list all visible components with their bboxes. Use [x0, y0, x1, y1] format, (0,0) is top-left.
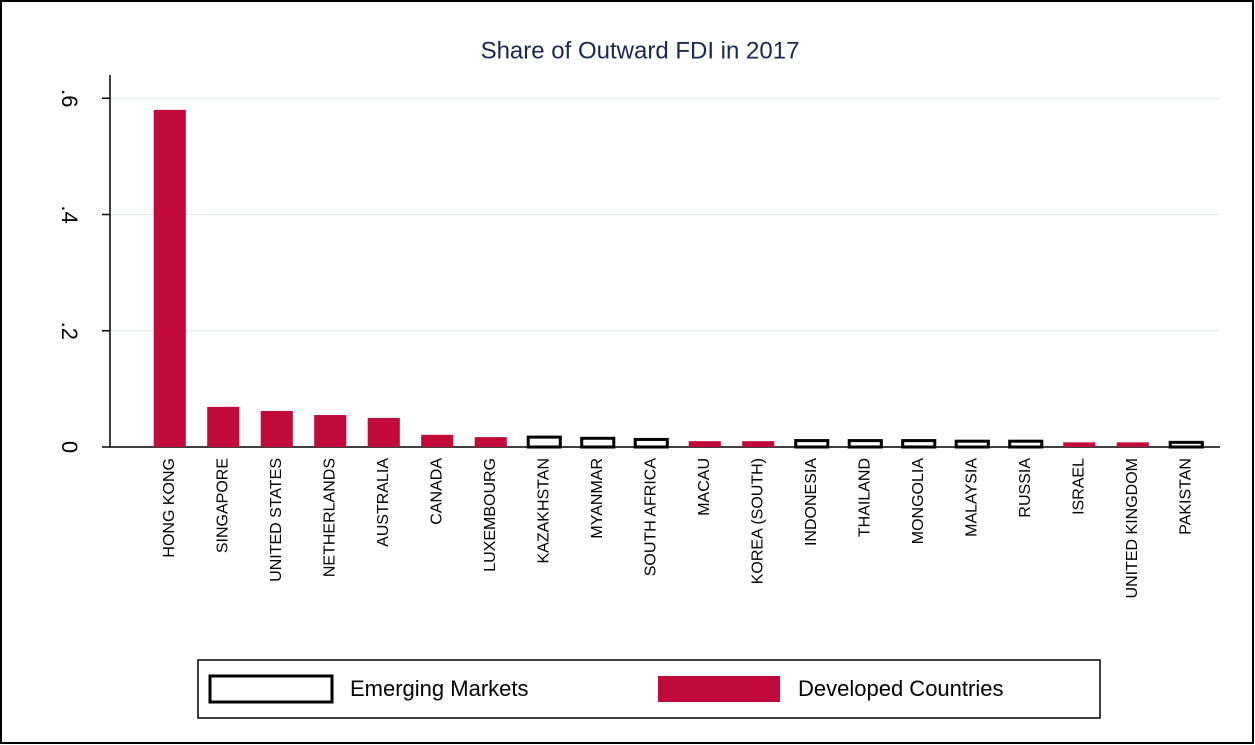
bar [314, 415, 347, 447]
x-tick-label: LUXEMBOURG [482, 458, 499, 572]
x-tick-label: MONGOLIA [910, 458, 927, 545]
bar [688, 441, 721, 447]
x-tick-label: SINGAPORE [214, 458, 231, 553]
bar [207, 406, 240, 447]
legend-swatch [208, 674, 334, 704]
bar [474, 437, 507, 447]
x-tick-label: KOREA (SOUTH) [749, 458, 766, 584]
bar [633, 437, 669, 449]
bar [1168, 440, 1204, 449]
x-tick-label: INDONESIA [803, 458, 820, 546]
bar [580, 436, 616, 449]
bar [526, 435, 562, 449]
x-tick-label: KAZAKHSTAN [535, 458, 552, 564]
legend-swatch [658, 676, 780, 702]
y-tick-label: .2 [57, 322, 82, 340]
x-tick-label: UNITED STATES [268, 458, 285, 582]
y-tick-label: .4 [57, 205, 82, 223]
x-tick-label: NETHERLANDS [321, 458, 338, 577]
bar [794, 439, 830, 449]
bar [1116, 442, 1149, 447]
x-tick-label: THAILAND [856, 458, 873, 537]
bar [367, 417, 400, 447]
bar [1063, 442, 1096, 447]
x-tick-label: UNITED KINGDOM [1124, 458, 1141, 598]
y-tick-label: .6 [57, 89, 82, 107]
bar [901, 439, 937, 449]
x-tick-label: RUSSIA [1017, 458, 1034, 518]
x-tick-label: CANADA [428, 458, 445, 525]
x-tick-label: ISRAEL [1070, 458, 1087, 515]
bar [742, 441, 775, 447]
x-tick-label: PAKISTAN [1177, 458, 1194, 535]
x-tick-label: AUSTRALIA [375, 458, 392, 547]
x-tick-label: MALAYSIA [963, 458, 980, 537]
bar [1008, 439, 1044, 449]
x-tick-label: MYANMAR [589, 458, 606, 539]
bar [421, 434, 454, 447]
chart-title: Share of Outward FDI in 2017 [481, 37, 800, 64]
legend-box [197, 659, 1101, 719]
bar [954, 439, 990, 449]
y-tick-label: 0 [57, 441, 82, 453]
x-tick-label: SOUTH AFRICA [642, 458, 659, 577]
bar [153, 109, 186, 447]
x-tick-label: HONG KONG [161, 458, 178, 558]
bar [847, 439, 883, 449]
legend-label: Emerging Markets [350, 676, 529, 701]
legend-label: Developed Countries [798, 676, 1003, 701]
x-tick-label: MACAU [696, 458, 713, 516]
bar [260, 410, 293, 447]
